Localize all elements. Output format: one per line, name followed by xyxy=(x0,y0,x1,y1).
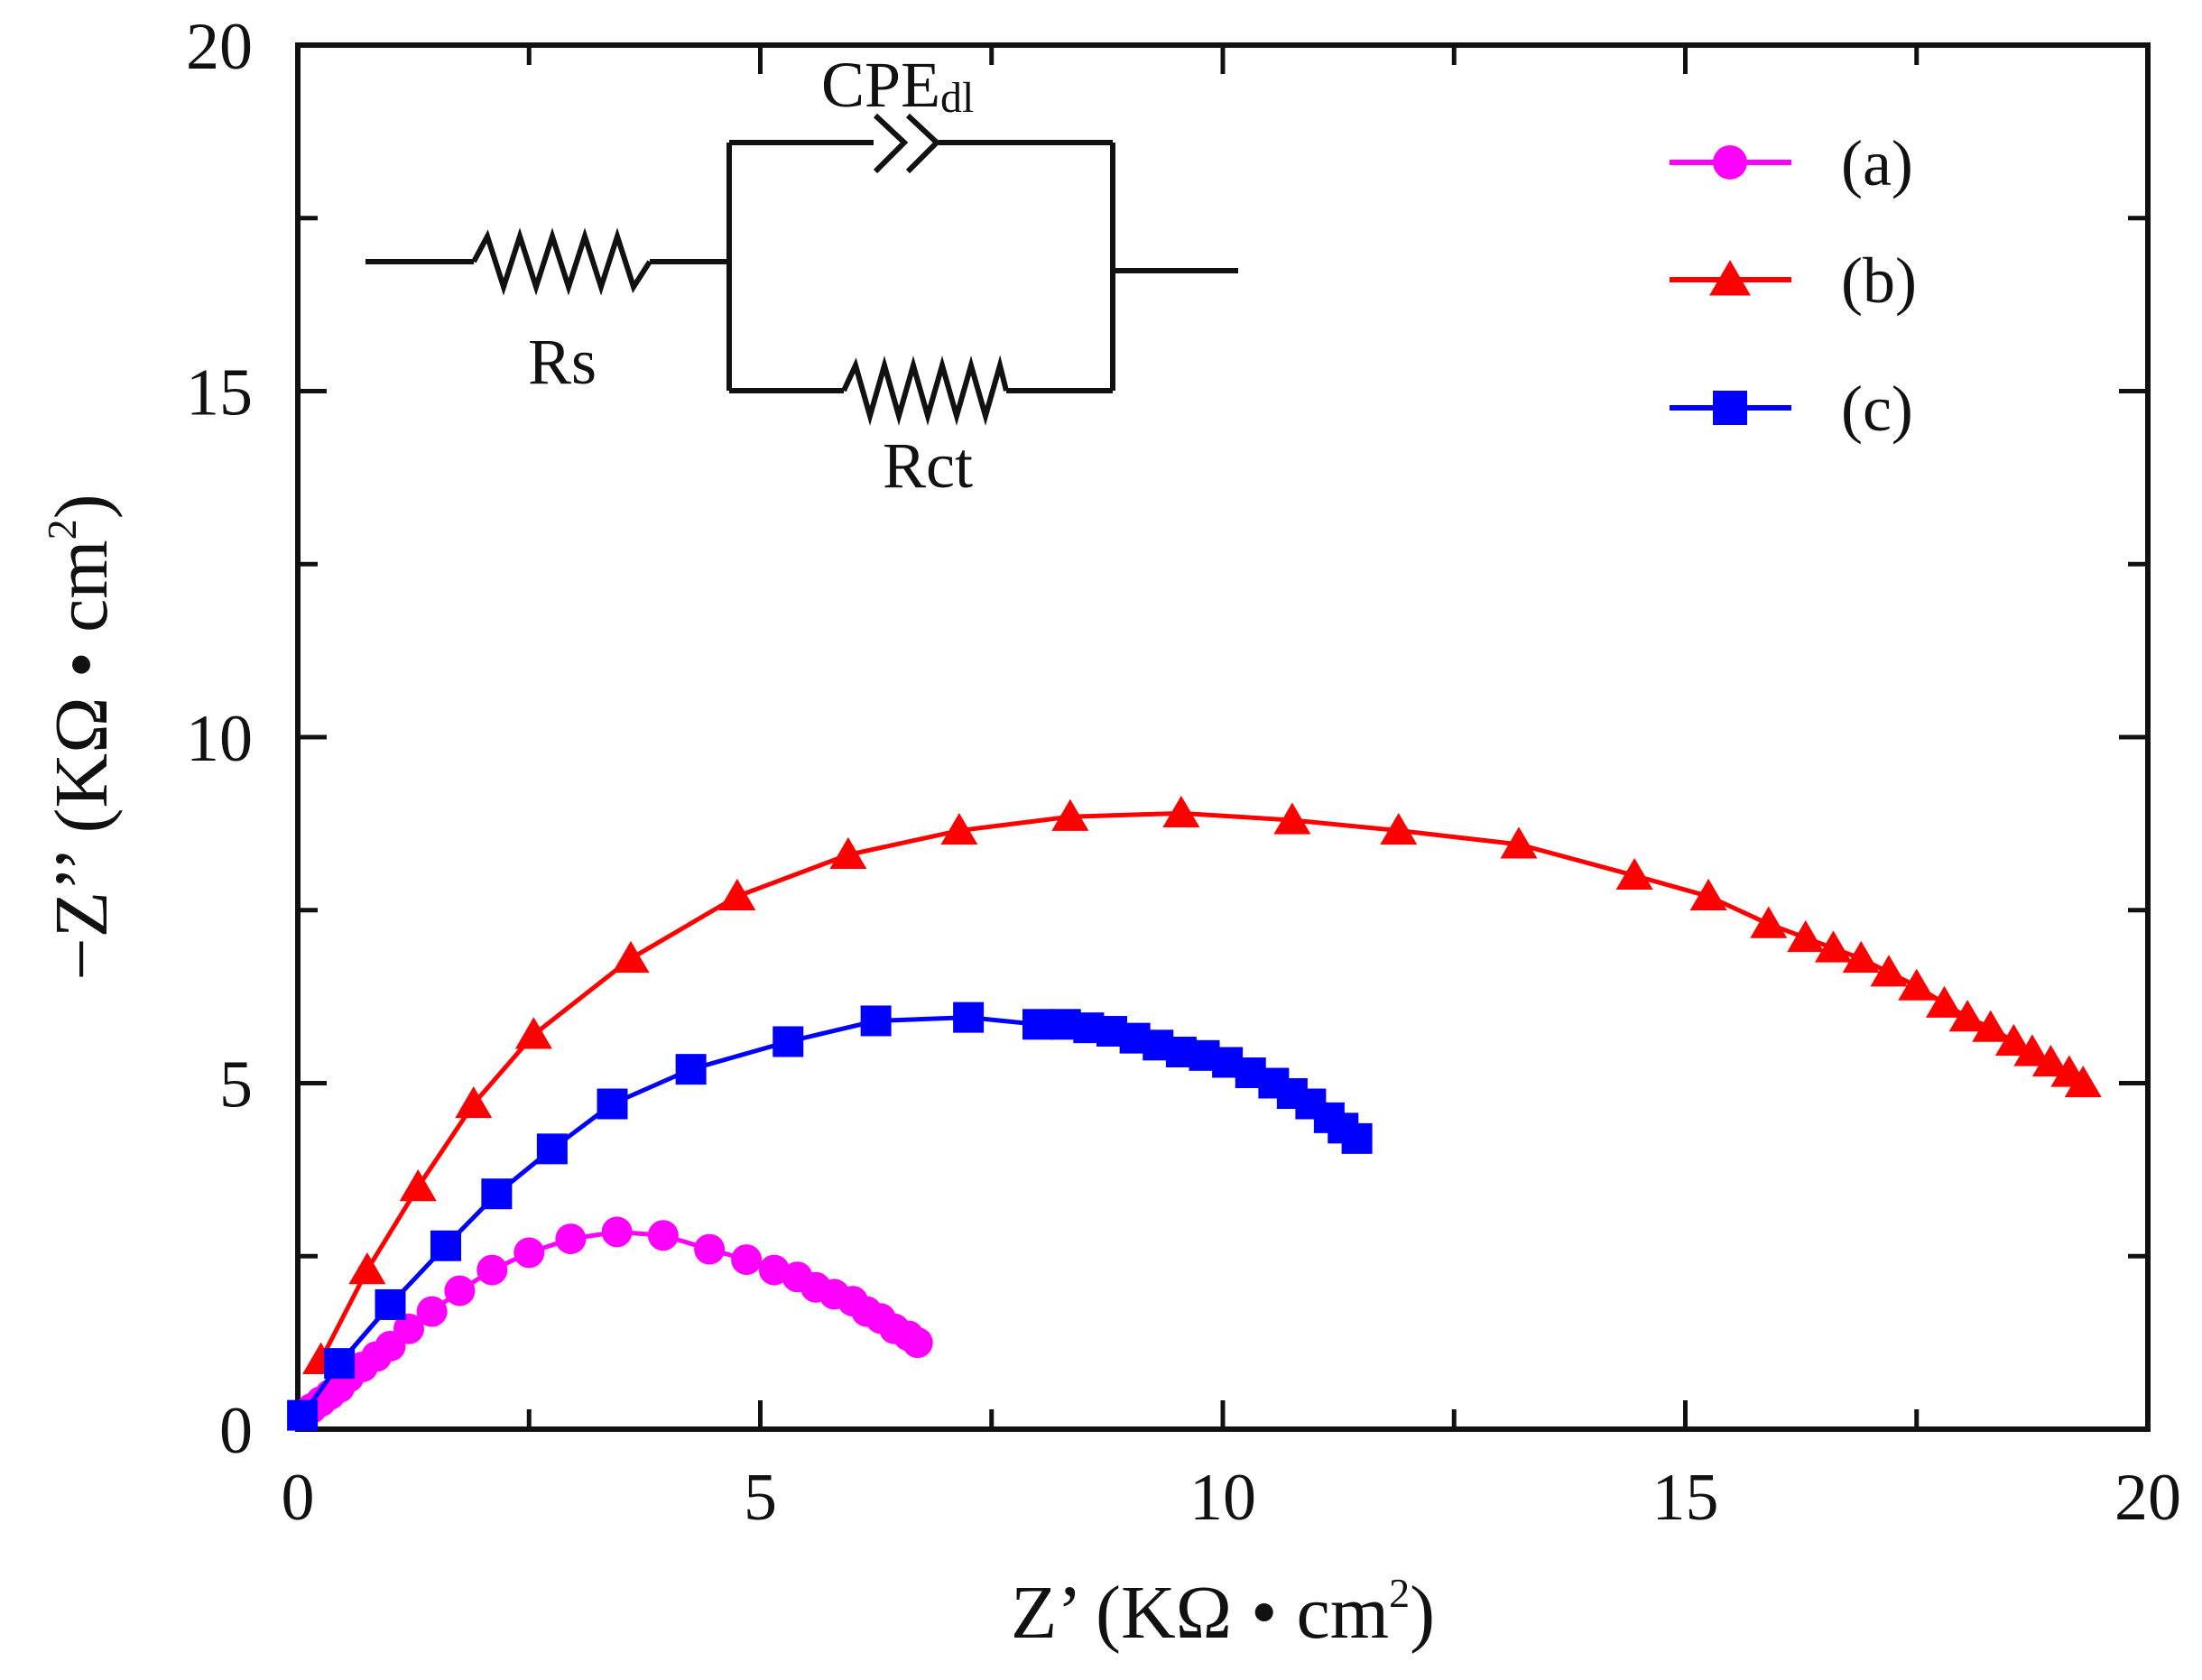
y-axis-title: −Z’’ (KΩ • cm2) xyxy=(39,494,124,980)
data-point xyxy=(1750,906,1788,938)
rct-label: Rct xyxy=(883,429,973,502)
y-tick-label: 5 xyxy=(219,1048,253,1122)
data-point xyxy=(513,1237,545,1269)
cpe-label: CPEdl xyxy=(821,49,974,122)
data-point xyxy=(2031,1044,2069,1077)
x-axis-title: Z’ (KΩ • cm2) xyxy=(1011,1570,1435,1655)
legend-label: (b) xyxy=(1841,245,1917,317)
x-tick-label: 10 xyxy=(1189,1461,1256,1535)
data-point xyxy=(476,1254,508,1286)
data-point xyxy=(1898,968,1936,1001)
series-line xyxy=(301,1015,1359,1417)
y-tick-label: 10 xyxy=(186,702,253,776)
data-point xyxy=(2013,1034,2051,1066)
series-c xyxy=(287,1002,1373,1431)
data-point xyxy=(1948,1000,1986,1032)
data-point xyxy=(773,1026,804,1057)
data-point xyxy=(1500,826,1538,859)
data-point xyxy=(860,1005,892,1037)
cpe-element-icon xyxy=(873,113,941,174)
legend-marker xyxy=(1709,260,1751,296)
x-tick-label: 5 xyxy=(744,1461,777,1535)
data-point xyxy=(2064,1065,2102,1098)
data-point xyxy=(1162,795,1200,828)
legend-marker xyxy=(1713,391,1747,425)
data-point xyxy=(902,1327,933,1359)
data-point xyxy=(597,1088,628,1120)
data-point xyxy=(675,1054,707,1085)
data-point xyxy=(1925,985,1964,1018)
series-line xyxy=(319,810,2085,1362)
data-point xyxy=(1972,1010,2010,1042)
data-point xyxy=(287,1399,319,1431)
legend-label: (c) xyxy=(1841,373,1913,445)
data-point xyxy=(647,1220,679,1251)
data-point xyxy=(1341,1122,1373,1154)
data-point xyxy=(731,1244,763,1276)
data-point xyxy=(555,1223,587,1255)
data-point xyxy=(399,1169,437,1202)
x-tick-label: 15 xyxy=(1652,1461,1719,1535)
data-point xyxy=(1051,798,1089,831)
rct-resistor-icon xyxy=(841,355,1009,426)
legend-label: (a) xyxy=(1841,127,1913,199)
data-point xyxy=(536,1133,568,1165)
data-point xyxy=(1787,919,1825,953)
legend-marker xyxy=(1713,145,1747,180)
axis-tick-labels: 0 5 10 15 20 0 5 10 15 20 xyxy=(186,10,2181,1535)
data-point xyxy=(1273,802,1311,835)
data-point xyxy=(1870,955,1908,987)
data-point xyxy=(1689,878,1727,911)
y-tick-label: 20 xyxy=(186,10,253,84)
data-point xyxy=(1994,1023,2032,1057)
data-point xyxy=(455,1085,493,1119)
rs-label: Rs xyxy=(528,326,597,398)
data-point xyxy=(1842,940,1880,974)
data-point xyxy=(514,1017,552,1049)
data-point xyxy=(612,940,650,974)
series-b xyxy=(302,795,2102,1374)
series-layer xyxy=(287,795,2102,1431)
data-point xyxy=(718,878,756,911)
data-point xyxy=(1380,812,1418,845)
data-point xyxy=(375,1288,406,1320)
data-point xyxy=(1615,857,1653,891)
data-point xyxy=(481,1178,513,1210)
data-point xyxy=(416,1296,448,1327)
legend: (a) (b) (c) xyxy=(1670,127,1917,445)
data-point xyxy=(694,1233,726,1265)
data-point xyxy=(348,1252,386,1285)
rs-resistor-icon xyxy=(471,227,652,296)
equivalent-circuit-diagram xyxy=(365,113,1238,426)
y-tick-label: 15 xyxy=(186,356,253,430)
data-point xyxy=(430,1230,461,1261)
data-point xyxy=(940,812,978,845)
axis-ticks xyxy=(295,42,2151,1432)
data-point xyxy=(953,1002,985,1033)
data-point xyxy=(324,1348,356,1380)
x-tick-label: 0 xyxy=(282,1461,315,1535)
data-point xyxy=(758,1254,790,1286)
data-point xyxy=(829,836,867,870)
x-tick-label: 20 xyxy=(2114,1461,2181,1535)
data-point xyxy=(393,1313,424,1344)
data-point xyxy=(1022,1009,1053,1040)
series-a xyxy=(287,1216,933,1431)
data-point xyxy=(444,1275,476,1306)
data-point xyxy=(601,1216,633,1248)
y-tick-label: 0 xyxy=(219,1394,253,1468)
data-point xyxy=(1814,930,1853,963)
